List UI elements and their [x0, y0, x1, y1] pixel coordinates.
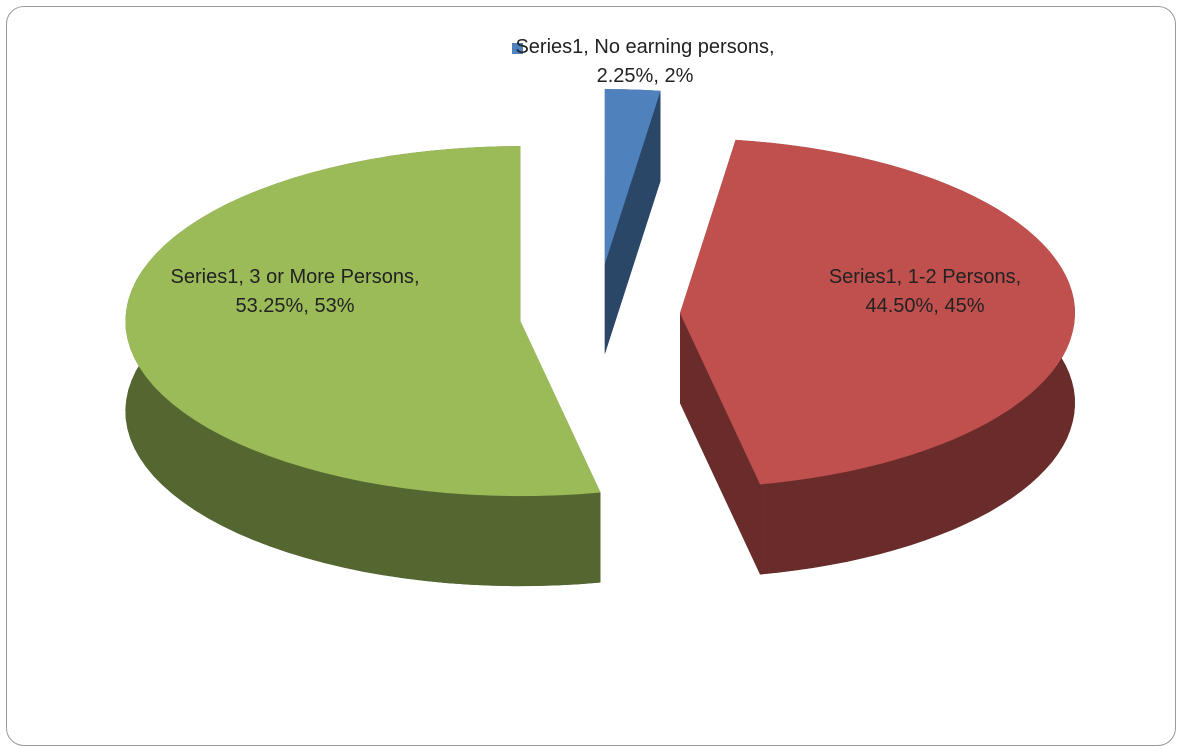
label-key	[790, 271, 801, 282]
label-key	[512, 43, 523, 54]
pie-slice	[125, 146, 601, 497]
data-label: Series1, No earning persons, 2.25%, 2%	[515, 36, 775, 87]
label-key	[168, 271, 179, 282]
pie-slice	[604, 89, 661, 265]
data-label: Series1, 1-2 Persons, 44.50%, 45%	[828, 266, 1022, 317]
data-label: Series1, 3 or More Persons, 53.25%, 53%	[170, 266, 420, 317]
pie-slice	[680, 139, 1075, 485]
slice-wall	[680, 313, 761, 575]
